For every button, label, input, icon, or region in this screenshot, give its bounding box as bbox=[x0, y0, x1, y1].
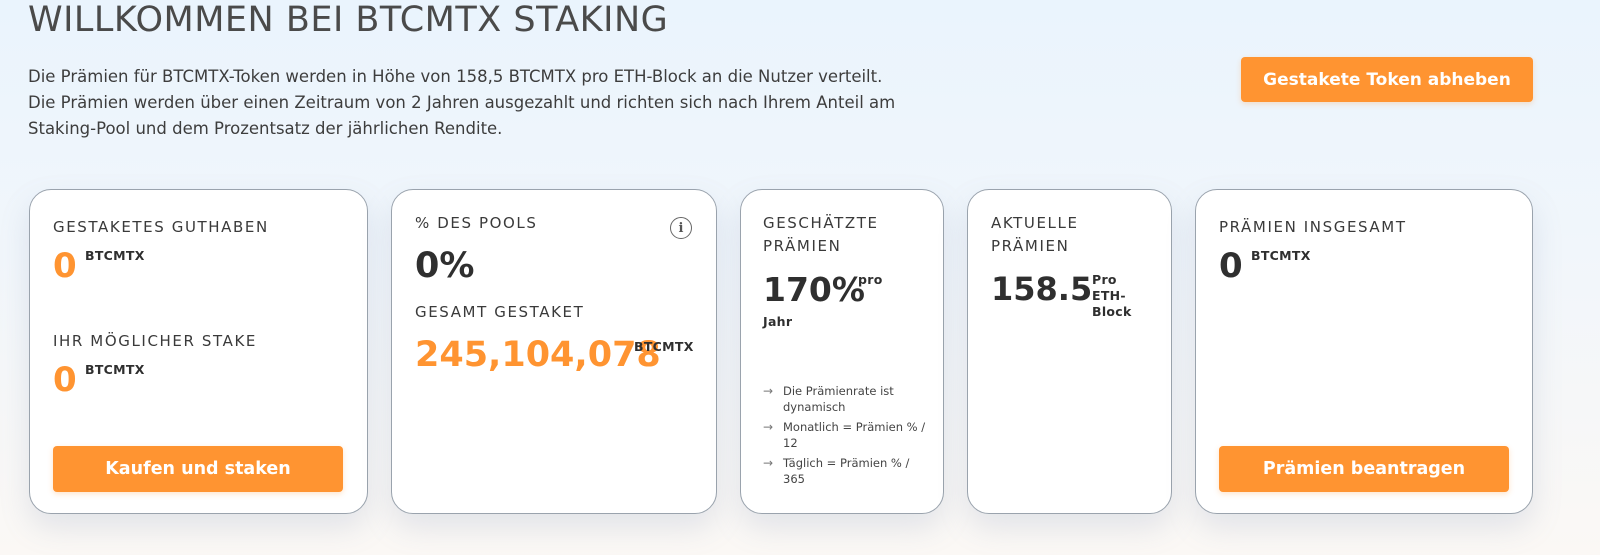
buy-and-stake-button[interactable]: Kaufen und staken bbox=[53, 446, 343, 492]
current-rewards-unit-line1: Pro bbox=[1092, 272, 1117, 287]
estimated-rewards-card: GESCHÄTZTE PRÄMIEN 170% pro Jahr → Die Pr… bbox=[740, 189, 944, 514]
total-rewards-unit: BTCMTX bbox=[1251, 248, 1311, 263]
pool-share-value: 0% bbox=[415, 246, 475, 286]
estimated-rewards-unit-pro: pro bbox=[858, 272, 883, 287]
staked-balance-value: 0 bbox=[53, 246, 77, 286]
arrow-right-icon: → bbox=[763, 420, 774, 434]
arrow-right-icon: → bbox=[763, 384, 774, 398]
intro-text: Die Prämien für BTCMTX-Token werden in H… bbox=[28, 67, 896, 138]
info-icon[interactable]: i bbox=[670, 217, 692, 239]
possible-stake-label: IHR MÖGLICHER STAKE bbox=[53, 332, 257, 350]
current-rewards-label-line1: AKTUELLE bbox=[991, 214, 1079, 232]
possible-stake-unit: BTCMTX bbox=[85, 362, 145, 377]
estimated-rewards-value: 170% bbox=[763, 270, 865, 309]
staked-balance-card: GESTAKETES GUTHABEN 0 BTCMTX IHR MÖGLICH… bbox=[29, 189, 368, 514]
pool-share-label: % DES POOLS bbox=[415, 214, 538, 232]
reward-notes-list: → Die Prämienrate ist dynamisch → Monatlic… bbox=[763, 383, 933, 491]
reward-note: → Monatlich = Prämien % / 12 bbox=[763, 420, 926, 450]
total-staked-label: GESAMT GESTAKET bbox=[415, 303, 585, 321]
arrow-right-icon: → bbox=[763, 456, 774, 470]
current-rewards-value: 158.5 bbox=[991, 270, 1093, 308]
staked-balance-unit: BTCMTX bbox=[85, 248, 145, 263]
estimated-rewards-unit-year: Jahr bbox=[763, 314, 793, 329]
possible-stake-value: 0 bbox=[53, 360, 77, 400]
total-staked-unit: BTCMTX bbox=[634, 339, 694, 354]
pool-share-card: % DES POOLS i 0% GESAMT GESTAKET 245,104… bbox=[391, 189, 717, 514]
total-rewards-label: PRÄMIEN INSGESAMT bbox=[1219, 218, 1407, 236]
total-rewards-value: 0 bbox=[1219, 246, 1243, 286]
current-rewards-unit-line2: ETH- bbox=[1092, 288, 1126, 303]
withdraw-staked-tokens-button[interactable]: Gestakete Token abheben bbox=[1241, 57, 1533, 102]
page-title: WILLKOMMEN BEI BTCMTX STAKING bbox=[28, 0, 669, 40]
estimated-rewards-label-line1: GESCHÄTZTE bbox=[763, 214, 879, 232]
estimated-rewards-label-line2: PRÄMIEN bbox=[763, 237, 842, 255]
reward-note: → Täglich = Prämien % / 365 bbox=[763, 456, 910, 486]
total-staked-value: 245,104,078 bbox=[415, 335, 661, 375]
reward-note: → Die Prämienrate ist dynamisch bbox=[763, 384, 894, 414]
current-rewards-card: AKTUELLE PRÄMIEN 158.5 Pro ETH- Block bbox=[967, 189, 1172, 514]
staked-balance-label: GESTAKETES GUTHABEN bbox=[53, 218, 269, 236]
claim-rewards-button[interactable]: Prämien beantragen bbox=[1219, 446, 1509, 492]
total-rewards-card: PRÄMIEN INSGESAMT 0 BTCMTX Prämien beant… bbox=[1195, 189, 1533, 514]
current-rewards-label-line2: PRÄMIEN bbox=[991, 237, 1070, 255]
current-rewards-unit-line3: Block bbox=[1092, 304, 1132, 319]
